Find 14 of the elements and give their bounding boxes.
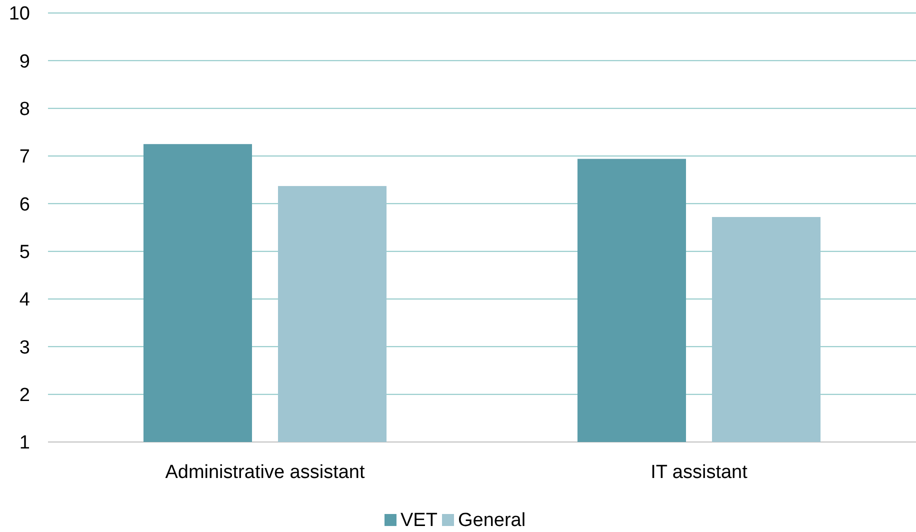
y-tick-label: 8: [19, 98, 30, 120]
y-tick-label: 10: [8, 4, 30, 25]
y-tick-label: 7: [19, 146, 30, 168]
y-tick-label: 4: [19, 290, 30, 311]
y-tick-label: 9: [19, 51, 30, 72]
legend-label: VET: [400, 510, 438, 531]
y-tick-label: 3: [19, 337, 30, 358]
legend-label: General: [458, 510, 526, 531]
x-tick-label: IT assistant: [650, 462, 748, 483]
y-tick-label: 6: [19, 194, 30, 216]
x-tick-label: Administrative assistant: [165, 462, 366, 483]
y-tick-label: 1: [19, 432, 30, 454]
y-tick-label: 5: [19, 242, 30, 263]
y-tick-label: 2: [19, 384, 30, 406]
